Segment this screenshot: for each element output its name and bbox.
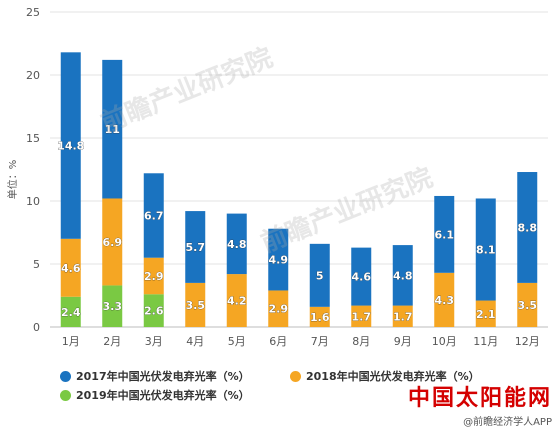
bar-value-label: 8.8 [518,221,538,234]
legend-item-2017: 2017年中国光伏发电弃光率（%） [60,368,250,384]
bar-value-label: 4.3 [435,294,455,307]
bar-value-label: 2.1 [476,308,496,321]
bar-value-label: 1.6 [310,311,330,324]
bar-value-label: 5 [316,269,324,282]
x-tick-label: 6月 [269,335,287,348]
x-tick-label: 5月 [228,335,246,348]
legend-swatch-2018 [290,371,301,382]
bar-value-label: 3.3 [103,300,123,313]
legend-item-2019: 2019年中国光伏发电弃光率（%） [60,387,250,403]
x-tick-label: 11月 [473,335,498,348]
bar-value-label: 8.1 [476,244,496,257]
y-tick-label: 20 [26,69,40,82]
x-tick-label: 3月 [145,335,163,348]
bar-value-label: 1.7 [393,310,413,323]
legend-swatch-2017 [60,371,71,382]
bar-value-label: 4.9 [269,254,289,267]
legend-label-2019: 2019年中国光伏发电弃光率（%） [76,387,250,403]
x-tick-label: 2月 [103,335,121,348]
brand-logo-text: 中国太阳能网 [408,380,552,412]
bar-value-label: 4.8 [227,238,247,251]
legend-label-2017: 2017年中国光伏发电弃光率（%） [76,368,250,384]
x-tick-label: 7月 [311,335,329,348]
y-tick-label: 5 [33,258,40,271]
x-tick-label: 1月 [62,335,80,348]
brand-logo: 中国太阳能网 @前瞻经济学人APP [408,380,552,428]
y-tick-label: 25 [26,6,40,19]
bar-value-label: 4.6 [61,262,81,275]
y-tick-label: 15 [26,132,40,145]
bar-value-label: 4.6 [352,271,372,284]
bar-value-label: 5.7 [186,241,206,254]
bar-value-label: 2.9 [144,270,164,283]
bar-value-label: 4.2 [227,295,247,308]
x-tick-label: 10月 [432,335,457,348]
legend-swatch-2019 [60,390,71,401]
x-tick-label: 9月 [394,335,412,348]
bar-value-label: 11 [105,123,120,136]
x-tick-label: 8月 [352,335,370,348]
bar-value-label: 14.8 [57,140,84,153]
bar-value-label: 1.7 [352,310,372,323]
bar-value-label: 2.6 [144,305,164,318]
x-tick-label: 12月 [515,335,540,348]
bar-value-label: 3.5 [186,299,206,312]
y-tick-label: 0 [33,321,40,334]
bar-value-label: 6.7 [144,209,164,222]
bar-value-label: 6.9 [103,236,123,249]
bar-value-label: 2.9 [269,303,289,316]
bar-value-label: 4.8 [393,269,413,282]
x-tick-label: 4月 [186,335,204,348]
y-tick-label: 10 [26,195,40,208]
bar-value-label: 3.5 [518,299,538,312]
y-axis-label: 单位：% [6,160,19,200]
bar-value-label: 6.1 [435,228,455,241]
bar-value-label: 2.4 [61,306,81,319]
